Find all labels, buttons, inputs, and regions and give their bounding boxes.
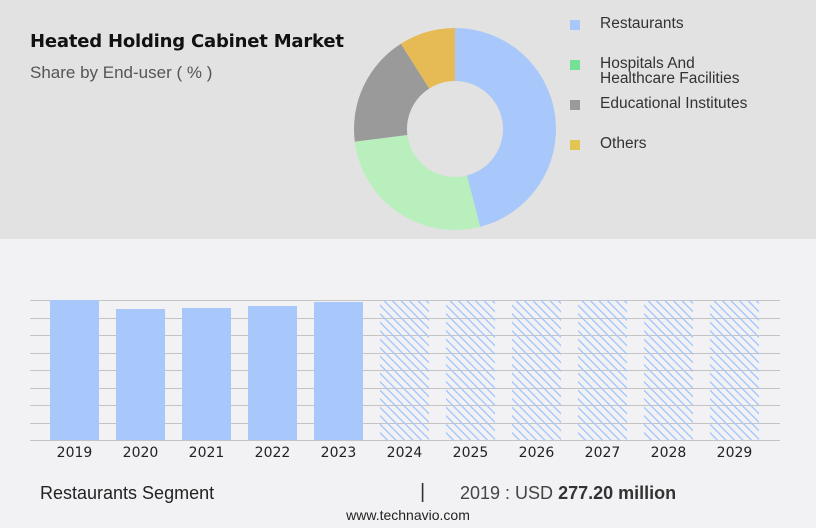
- donut-segment-hospitals[interactable]: [354, 135, 481, 230]
- segment-label: Restaurants Segment: [40, 483, 215, 503]
- legend-swatch-hospitals: [570, 60, 580, 70]
- bar-2023[interactable]: [314, 302, 363, 440]
- x-axis-line: [30, 440, 780, 441]
- x-tick-label: 2021: [188, 445, 225, 461]
- x-tick-label: 2019: [56, 445, 93, 461]
- bar-chart: 2019 2020 2021 2022 2023 2024 2025 2026 2027 2028…: [0, 239, 816, 479]
- donut-segment-others[interactable]: [400, 28, 455, 89]
- bar-2028[interactable]: [644, 300, 693, 440]
- bar-2025[interactable]: [446, 300, 495, 440]
- legend-swatch-others: [570, 140, 580, 150]
- segment-value-amount: 277.20 million: [558, 483, 677, 503]
- x-tick-label: 2028: [650, 445, 687, 461]
- bar-2024[interactable]: [380, 300, 429, 440]
- share-panel: Heated Holding Cabinet Market Share by E…: [0, 0, 816, 239]
- segment-value: 2019 : USD 277.20 million: [460, 483, 676, 504]
- bar-2022[interactable]: [248, 306, 297, 440]
- bar-2026[interactable]: [512, 300, 561, 440]
- source-url[interactable]: www.technavio.com: [346, 507, 470, 523]
- segment-value-prefix: 2019 : USD: [460, 483, 559, 503]
- legend-swatch-educational: [570, 100, 580, 110]
- footer-separator: |: [420, 481, 426, 503]
- legend-label: Others: [600, 135, 647, 152]
- bar-2027[interactable]: [578, 300, 627, 440]
- legend-label-line1: Hospitals And: [600, 55, 695, 72]
- legend-label: Educational Institutes: [600, 95, 748, 112]
- bar-2029[interactable]: [710, 300, 759, 440]
- donut-chart: [354, 28, 556, 230]
- legend-label: Hospitals And Healthcare Facilities: [600, 55, 740, 87]
- bar-2019[interactable]: [50, 300, 99, 440]
- x-tick-label: 2024: [386, 445, 423, 461]
- donut-segment-educational[interactable]: [354, 43, 430, 142]
- bar-2020[interactable]: [116, 309, 165, 440]
- chart-subtitle: Share by End-user ( % ): [30, 63, 213, 82]
- x-tick-label: 2025: [452, 445, 489, 461]
- legend-label: Restaurants: [600, 15, 684, 32]
- x-tick-label: 2029: [716, 445, 753, 461]
- x-tick-label: 2026: [518, 445, 555, 461]
- x-tick-label: 2027: [584, 445, 621, 461]
- chart-title: Heated Holding Cabinet Market: [30, 31, 344, 52]
- bar-2021[interactable]: [182, 308, 231, 440]
- x-tick-label: 2020: [122, 445, 159, 461]
- donut-segment-restaurants[interactable]: [455, 28, 556, 227]
- legend-label-line2: Healthcare Facilities: [600, 70, 740, 87]
- x-tick-label: 2022: [254, 445, 291, 461]
- legend-swatch-restaurants: [570, 20, 580, 30]
- x-tick-label: 2023: [320, 445, 357, 461]
